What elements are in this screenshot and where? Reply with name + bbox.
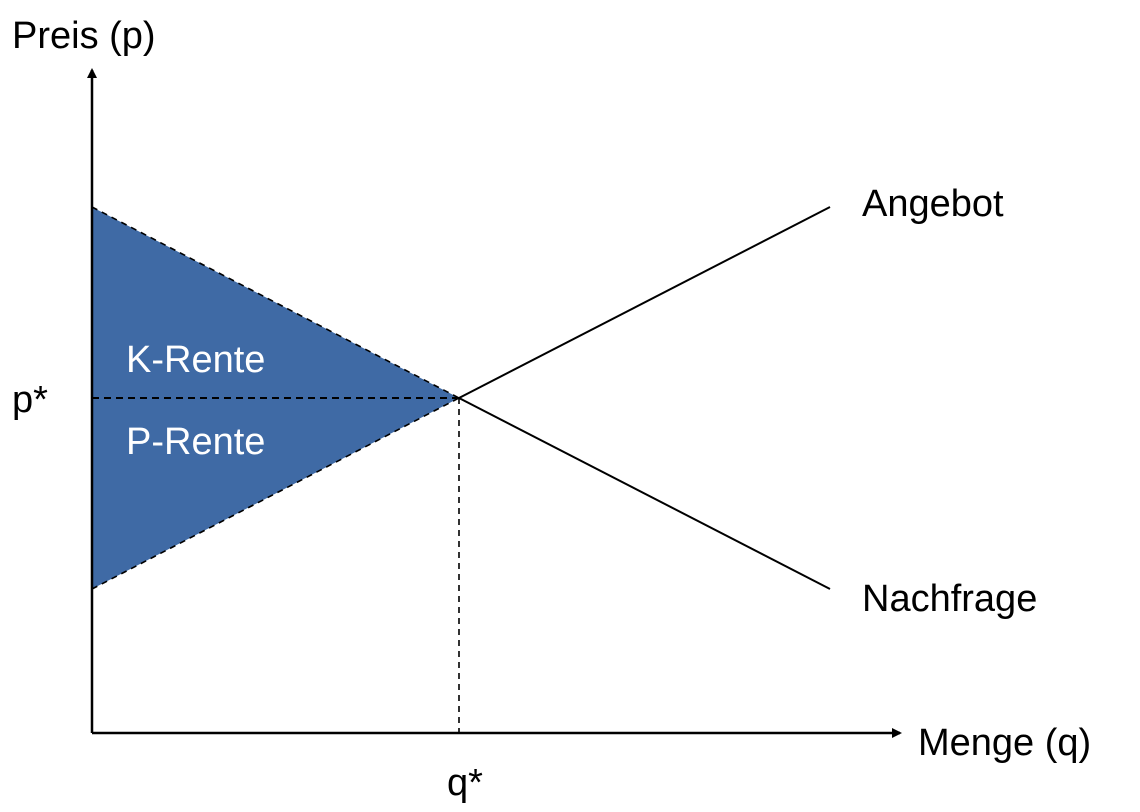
supply-dashed-segment (91, 397, 460, 590)
p-star-label: p* (12, 379, 48, 421)
x-axis-label: Menge (q) (918, 722, 1091, 764)
demand-dashed-segment (91, 206, 460, 399)
supply-label: Angebot (862, 183, 1004, 225)
q-star-label: q* (447, 762, 483, 804)
supply-curve (458, 206, 831, 399)
consumer-surplus-label: K-Rente (126, 339, 265, 381)
demand-curve (458, 397, 831, 590)
y-axis-label: Preis (p) (12, 15, 156, 57)
producer-surplus-label: P-Rente (126, 421, 265, 463)
demand-label: Nachfrage (862, 578, 1037, 620)
